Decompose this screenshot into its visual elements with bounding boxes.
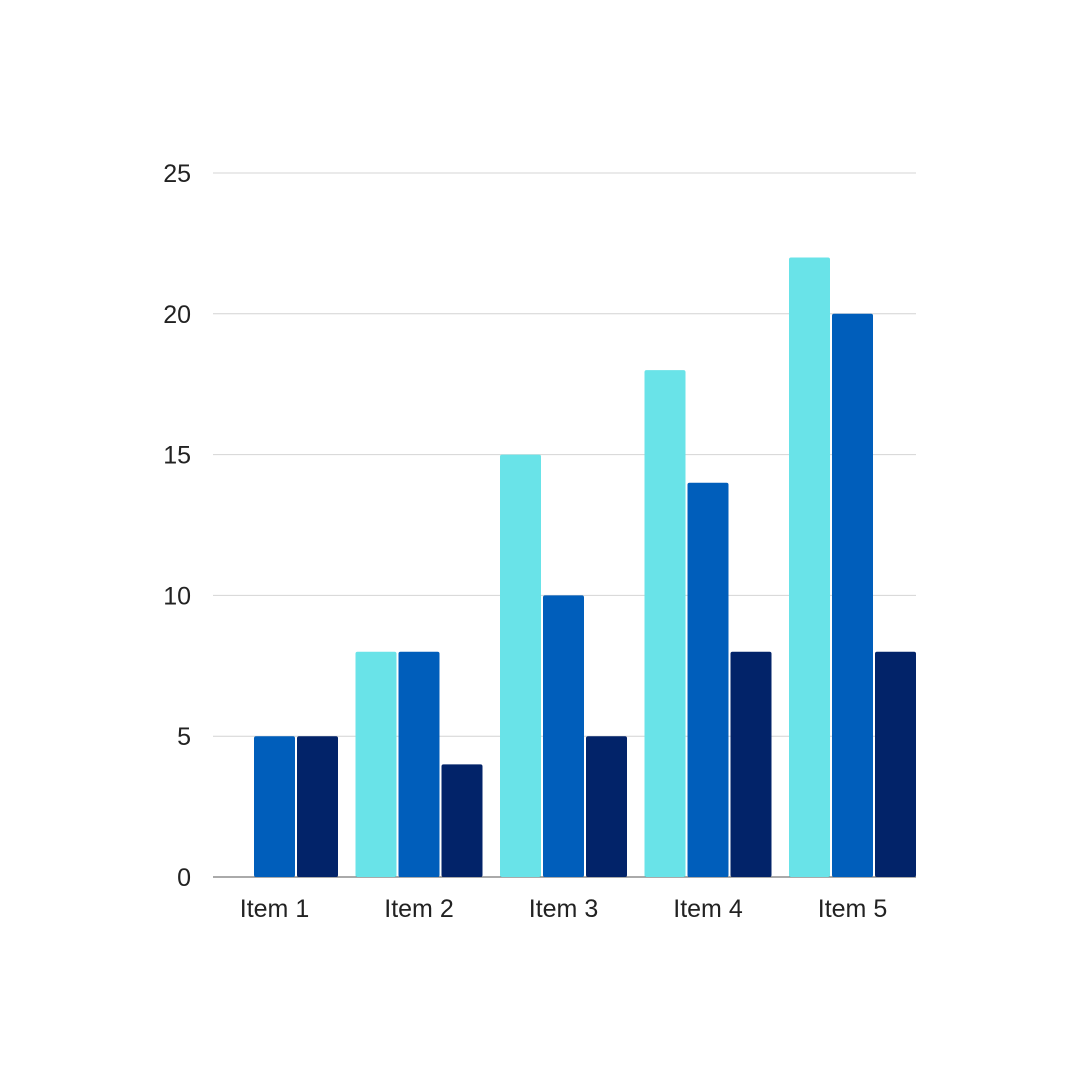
x-tick-label: Item 4 bbox=[673, 895, 743, 923]
bar-item-3-series-2 bbox=[543, 595, 584, 877]
y-tick-label: 20 bbox=[163, 301, 191, 329]
y-axis-tick-labels: 0 5 10 15 20 25 bbox=[163, 160, 191, 892]
bar-item-5-series-2 bbox=[832, 313, 873, 877]
bar-item-3-series-3 bbox=[586, 736, 627, 877]
y-tick-label: 0 bbox=[177, 864, 191, 892]
bar-item-2-series-2 bbox=[398, 651, 440, 877]
x-tick-label: Item 5 bbox=[818, 895, 887, 923]
bar-item-5-series-1 bbox=[789, 257, 830, 878]
x-tick-label: Item 3 bbox=[529, 895, 598, 923]
y-tick-label: 5 bbox=[177, 723, 191, 751]
bars bbox=[254, 257, 916, 878]
bar-item-1-series-3 bbox=[297, 736, 338, 877]
x-tick-label: Item 1 bbox=[240, 895, 309, 923]
x-axis-tick-labels: Item 1 Item 2 Item 3 Item 4 Item 5 bbox=[240, 895, 887, 923]
bar-item-4-series-1 bbox=[644, 370, 686, 877]
y-tick-label: 10 bbox=[163, 582, 191, 610]
bar-item-2-series-3 bbox=[441, 764, 483, 877]
bar-item-3-series-1 bbox=[500, 454, 541, 877]
bar-item-2-series-1 bbox=[355, 651, 397, 877]
bar-item-4-series-3 bbox=[730, 651, 772, 877]
y-tick-label: 25 bbox=[163, 160, 191, 188]
bar-item-4-series-2 bbox=[687, 482, 729, 877]
bar-item-5-series-3 bbox=[875, 651, 916, 877]
bar-item-1-series-2 bbox=[254, 736, 295, 877]
x-tick-label: Item 2 bbox=[384, 895, 453, 923]
y-tick-label: 15 bbox=[163, 442, 191, 470]
